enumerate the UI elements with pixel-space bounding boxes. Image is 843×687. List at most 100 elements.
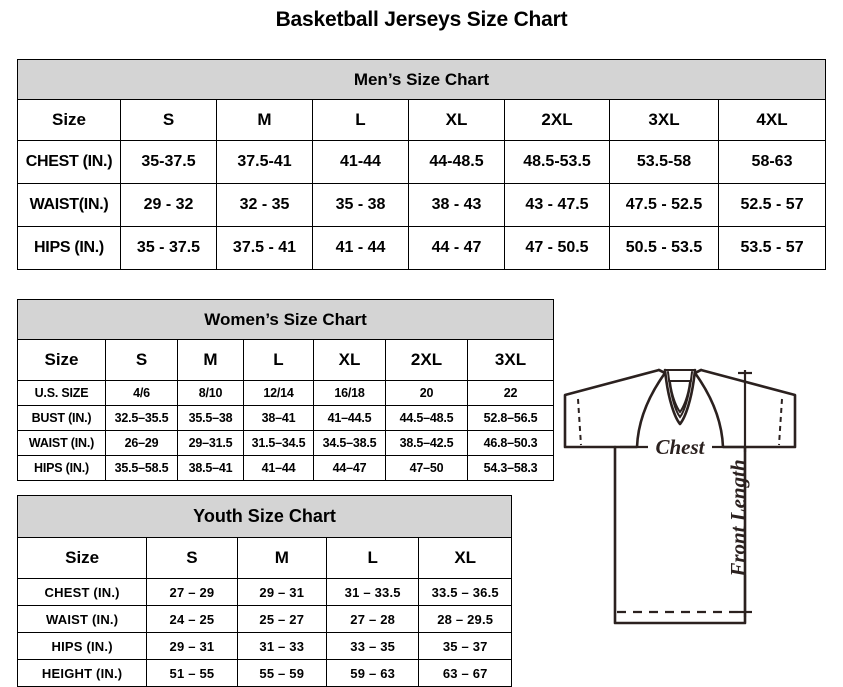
table-cell: 53.5 - 57	[717, 226, 827, 270]
column-header-l: L	[243, 339, 314, 381]
table-cell: 44.5–48.5	[385, 405, 468, 431]
table-row: CHEST (IN.) 27 – 29 29 – 31 31 – 33.5 33…	[16, 578, 512, 606]
table-cell: 35 - 37.5	[120, 226, 217, 270]
table-cell: 63 – 67	[418, 659, 512, 687]
row-label: HIPS (IN.)	[16, 632, 148, 660]
column-header-l: L	[312, 99, 409, 141]
row-label: HIPS (IN.)	[17, 455, 106, 481]
column-header-size: Size	[17, 99, 121, 141]
vneck-outer-collar	[663, 368, 697, 426]
row-label: WAIST(IN.)	[17, 183, 121, 227]
womens-size-chart-table: Women’s Size Chart Size S M L XL 2XL 3XL…	[17, 299, 554, 481]
column-header-size: Size	[16, 537, 148, 579]
row-label: HIPS (IN.)	[17, 226, 121, 270]
row-label: HEIGHT (IN.)	[16, 659, 148, 687]
table-cell: 16/18	[313, 380, 386, 406]
table-cell: 35-37.5	[120, 140, 217, 184]
table-cell: 47.5 - 52.5	[609, 183, 719, 227]
right-cuff-seam	[778, 398, 783, 446]
table-caption-row: Youth Size Chart	[17, 495, 512, 538]
column-header-size: Size	[17, 339, 106, 381]
table-cell: 38.5–42.5	[385, 430, 468, 456]
table-cell: 33 – 35	[325, 632, 420, 660]
row-label: U.S. SIZE	[17, 380, 106, 406]
column-header-m: M	[177, 339, 244, 381]
table-cell: 29 – 31	[146, 632, 238, 660]
table-cell: 38 - 43	[408, 183, 505, 227]
table-cell: 26–29	[105, 430, 178, 456]
table-row: CHEST (IN.) 35-37.5 37.5-41 41-44 44-48.…	[17, 140, 827, 184]
table-cell: 58-63	[717, 140, 827, 184]
table-cell: 46.8–50.3	[467, 430, 554, 456]
table-cell: 37.5-41	[216, 140, 313, 184]
table-cell: 29 – 31	[236, 578, 327, 606]
table-cell: 4/6	[105, 380, 178, 406]
column-header-xl: XL	[313, 339, 386, 381]
womens-chart-caption: Women’s Size Chart	[17, 299, 554, 340]
table-header-row: Size S M L XL	[16, 537, 512, 579]
table-cell: 47 - 50.5	[504, 226, 610, 270]
row-label: CHEST (IN.)	[16, 578, 148, 606]
table-row: WAIST (IN.) 24 – 25 25 – 27 27 – 28 28 –…	[16, 605, 512, 633]
table-cell: 27 – 28	[325, 605, 420, 633]
table-cell: 29 - 32	[120, 183, 217, 227]
row-label: WAIST (IN.)	[16, 605, 148, 633]
page-title: Basketball Jerseys Size Chart	[275, 8, 568, 31]
table-cell: 31.5–34.5	[243, 430, 314, 456]
mens-chart-caption: Men’s Size Chart	[16, 59, 827, 100]
table-cell: 44 - 47	[408, 226, 505, 270]
table-cell: 32 - 35	[216, 183, 313, 227]
table-cell: 52.5 - 57	[717, 183, 827, 227]
table-cell: 27 – 29	[146, 578, 238, 606]
table-cell: 35.5–38	[177, 405, 244, 431]
column-header-s: S	[105, 339, 178, 381]
vneck-collar-band-inner	[669, 381, 691, 414]
table-cell: 51 – 55	[146, 659, 238, 687]
jersey-body-shape	[613, 445, 747, 625]
table-cell: 34.5–38.5	[313, 430, 386, 456]
column-header-2xl: 2XL	[385, 339, 468, 381]
table-cell: 35.5–58.5	[105, 455, 178, 481]
table-cell: 44–47	[313, 455, 386, 481]
table-cell: 47–50	[385, 455, 468, 481]
table-row: HIPS (IN.) 29 – 31 31 – 33 33 – 35 35 – …	[16, 632, 512, 660]
column-header-xl: XL	[408, 99, 505, 141]
table-cell: 50.5 - 53.5	[609, 226, 719, 270]
table-cell: 41–44.5	[313, 405, 386, 431]
row-label: WAIST (IN.)	[17, 430, 106, 456]
table-cell: 59 – 63	[325, 659, 420, 687]
column-header-3xl: 3XL	[467, 339, 554, 381]
table-cell: 33.5 – 36.5	[418, 578, 512, 606]
table-cell: 35 - 38	[312, 183, 409, 227]
table-cell: 28 – 29.5	[418, 605, 512, 633]
column-header-l: L	[325, 537, 420, 579]
table-cell: 54.3–58.3	[467, 455, 554, 481]
youth-chart-caption: Youth Size Chart	[17, 495, 512, 538]
table-cell: 48.5-53.5	[504, 140, 610, 184]
table-row: HIPS (IN.) 35.5–58.5 38.5–41 41–44 44–47…	[17, 455, 554, 481]
jersey-measurement-diagram: Chest Front Length	[520, 340, 840, 670]
table-cell: 55 – 59	[236, 659, 327, 687]
table-cell: 41 - 44	[312, 226, 409, 270]
row-label: CHEST (IN.)	[17, 140, 121, 184]
table-caption-row: Men’s Size Chart	[16, 59, 827, 100]
mens-size-chart-table: Men’s Size Chart Size S M L XL 2XL 3XL 4…	[16, 59, 827, 270]
table-cell: 41–44	[243, 455, 314, 481]
table-cell: 38–41	[243, 405, 314, 431]
table-cell: 53.5-58	[609, 140, 719, 184]
column-header-s: S	[120, 99, 217, 141]
chest-label: Chest	[655, 435, 705, 459]
table-cell: 20	[385, 380, 468, 406]
table-cell: 32.5–35.5	[105, 405, 178, 431]
table-row: WAIST (IN.) 26–29 29–31.5 31.5–34.5 34.5…	[17, 430, 554, 456]
left-cuff-seam	[577, 398, 582, 446]
table-cell: 35 – 37	[418, 632, 512, 660]
column-header-m: M	[216, 99, 313, 141]
column-header-4xl: 4XL	[717, 99, 827, 141]
table-cell: 24 – 25	[146, 605, 238, 633]
table-row: HEIGHT (IN.) 51 – 55 55 – 59 59 – 63 63 …	[16, 659, 512, 687]
table-cell: 38.5–41	[177, 455, 244, 481]
table-header-row: Size S M L XL 2XL 3XL 4XL	[17, 99, 827, 141]
column-header-xl: XL	[418, 537, 512, 579]
table-caption-row: Women’s Size Chart	[17, 299, 554, 340]
